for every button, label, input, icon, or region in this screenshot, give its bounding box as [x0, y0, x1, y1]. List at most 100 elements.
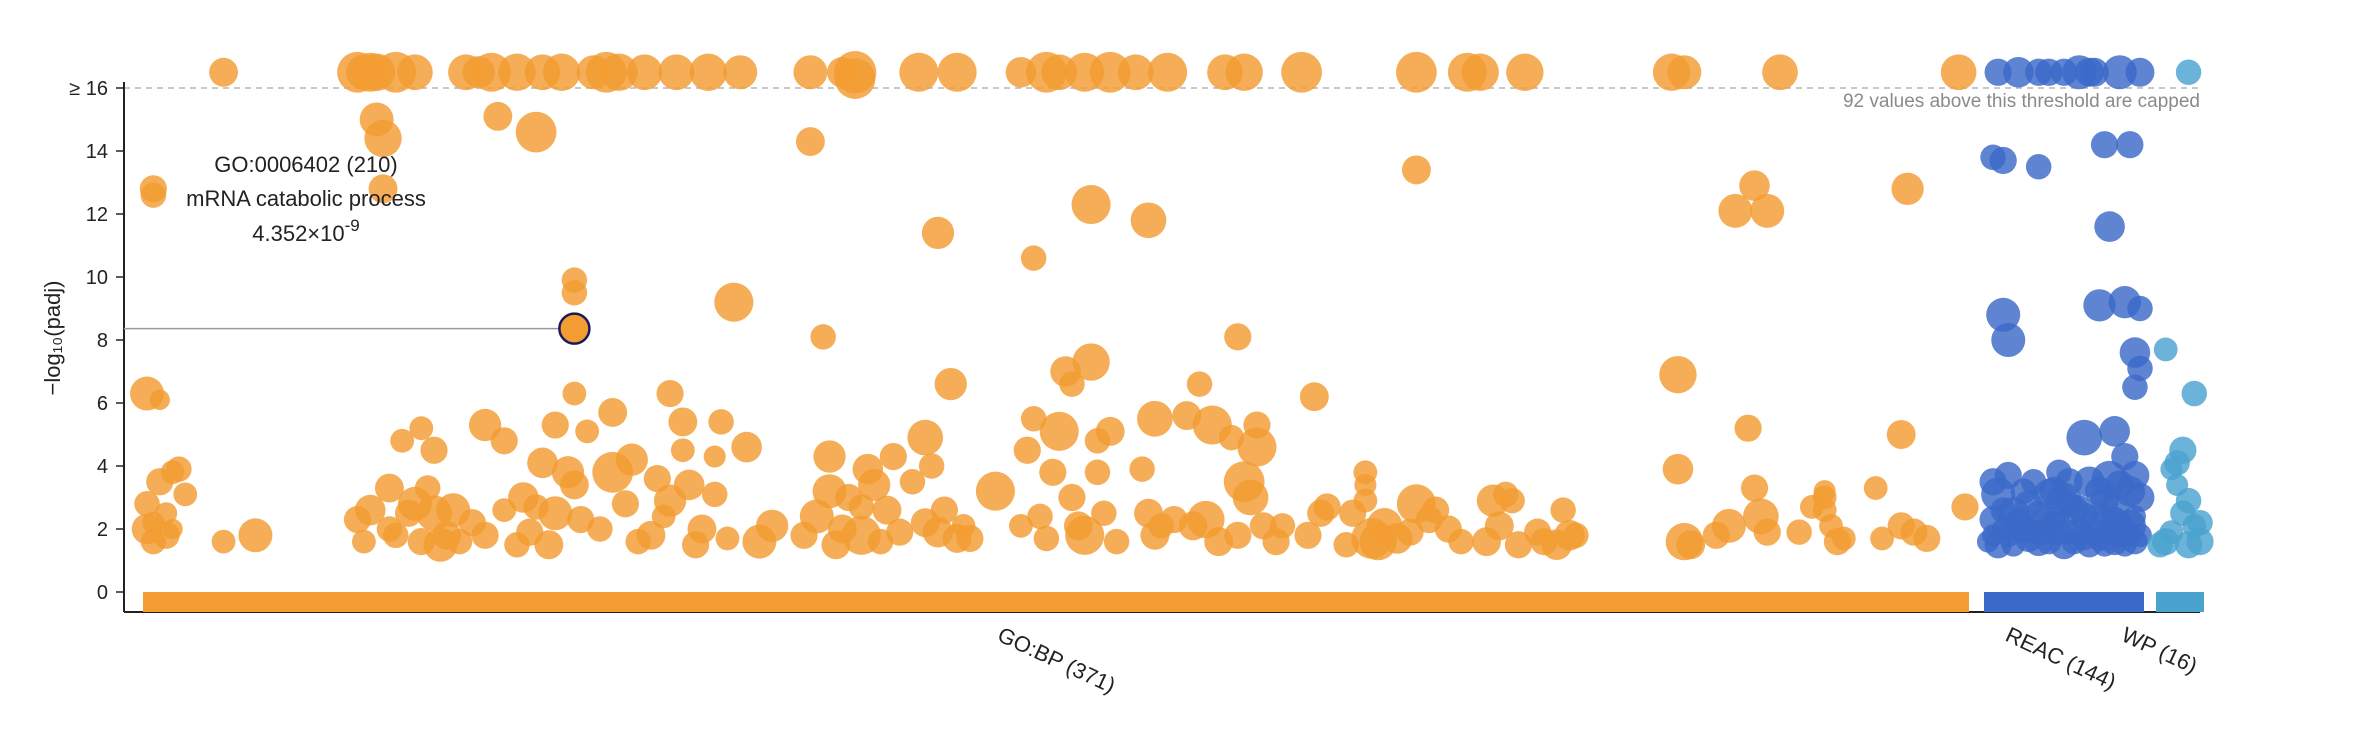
data-point[interactable] [1027, 503, 1053, 530]
data-point[interactable] [731, 431, 762, 463]
data-point[interactable] [795, 127, 825, 156]
data-point[interactable] [2017, 517, 2040, 541]
data-point[interactable] [703, 445, 726, 468]
data-point[interactable] [1989, 146, 2017, 175]
data-point[interactable] [483, 101, 513, 131]
data-point[interactable] [714, 282, 754, 322]
data-point[interactable] [162, 518, 183, 540]
data-point[interactable] [899, 469, 926, 495]
data-point[interactable] [2186, 528, 2214, 556]
data-point[interactable] [446, 528, 473, 555]
data-point[interactable] [1232, 479, 1269, 516]
data-point[interactable] [1148, 52, 1188, 92]
data-point[interactable] [1550, 497, 1576, 523]
data-point[interactable] [238, 518, 273, 553]
data-point[interactable] [848, 494, 875, 520]
data-point[interactable] [626, 54, 663, 91]
data-point[interactable] [490, 427, 518, 455]
data-point[interactable] [1020, 245, 1047, 271]
data-point[interactable] [1499, 487, 1525, 514]
data-point[interactable] [515, 111, 557, 153]
data-point[interactable] [368, 174, 398, 204]
data-point[interactable] [1401, 155, 1431, 185]
data-point[interactable] [2099, 416, 2130, 447]
data-point[interactable] [1448, 528, 1474, 555]
data-point[interactable] [1740, 474, 1769, 502]
data-point[interactable] [534, 530, 564, 560]
data-point[interactable] [723, 55, 758, 90]
data-point[interactable] [658, 54, 695, 91]
data-point[interactable] [813, 440, 846, 473]
data-point[interactable] [687, 514, 717, 544]
data-point[interactable] [1039, 411, 1079, 451]
data-point[interactable] [1091, 500, 1117, 527]
data-point[interactable] [1659, 355, 1697, 394]
data-point[interactable] [1084, 459, 1111, 486]
data-point[interactable] [899, 52, 939, 92]
data-point[interactable] [1786, 519, 1812, 545]
data-point[interactable] [559, 470, 589, 500]
data-point[interactable] [2166, 473, 2189, 496]
data-point[interactable] [937, 52, 977, 92]
data-point[interactable] [1563, 522, 1589, 549]
data-point[interactable] [409, 416, 434, 441]
tooltip-marker[interactable] [558, 312, 591, 345]
data-point[interactable] [1863, 476, 1888, 500]
data-point[interactable] [134, 491, 160, 517]
data-point[interactable] [364, 119, 402, 158]
data-point[interactable] [561, 280, 588, 306]
data-point[interactable] [1986, 297, 2021, 332]
data-point[interactable] [498, 53, 536, 91]
data-point[interactable] [1089, 51, 1131, 93]
data-point[interactable] [211, 529, 236, 554]
data-point[interactable] [2066, 419, 2103, 456]
data-point[interactable] [1130, 202, 1167, 239]
data-point[interactable] [1676, 530, 1706, 560]
data-point[interactable] [1020, 406, 1047, 432]
data-point[interactable] [879, 442, 907, 471]
data-point[interactable] [715, 526, 740, 551]
data-point[interactable] [1506, 53, 1544, 91]
data-point[interactable] [1662, 453, 1694, 485]
data-point[interactable] [2102, 55, 2137, 90]
data-point[interactable] [1718, 193, 1753, 228]
data-point[interactable] [2123, 505, 2146, 528]
data-point[interactable] [1396, 51, 1437, 93]
data-point[interactable] [1739, 170, 1770, 201]
data-point[interactable] [1753, 518, 1781, 546]
data-point[interactable] [1269, 513, 1296, 539]
data-point[interactable] [1137, 400, 1173, 437]
data-point[interactable] [1734, 414, 1762, 442]
data-point[interactable] [600, 53, 638, 91]
data-point[interactable] [934, 367, 967, 401]
data-point[interactable] [575, 419, 600, 444]
data-point[interactable] [140, 182, 167, 208]
data-point[interactable] [1281, 51, 1322, 93]
data-point[interactable] [643, 465, 671, 493]
data-point[interactable] [956, 524, 984, 553]
data-point[interactable] [1103, 528, 1130, 555]
data-point[interactable] [1886, 420, 1916, 449]
data-point[interactable] [2125, 57, 2155, 87]
data-point[interactable] [562, 381, 587, 406]
data-point[interactable] [354, 494, 386, 526]
data-point[interactable] [793, 55, 828, 90]
data-point[interactable] [1870, 526, 1894, 551]
data-point[interactable] [155, 502, 178, 525]
data-point[interactable] [1667, 55, 1702, 90]
data-point[interactable] [2125, 483, 2155, 512]
data-point[interactable] [1504, 531, 1533, 559]
data-point[interactable] [2128, 523, 2152, 548]
data-point[interactable] [2175, 59, 2202, 86]
data-point[interactable] [1065, 515, 1105, 555]
data-point[interactable] [1013, 436, 1041, 464]
data-point[interactable] [166, 456, 192, 482]
data-point[interactable] [799, 499, 834, 534]
data-point[interactable] [2169, 436, 2197, 464]
data-point[interactable] [755, 509, 789, 542]
source-bar-go-bp[interactable] [143, 592, 1969, 612]
data-point[interactable] [2083, 289, 2116, 322]
data-point[interactable] [611, 490, 640, 518]
data-point[interactable] [2090, 131, 2119, 159]
data-point[interactable] [2003, 56, 2034, 88]
